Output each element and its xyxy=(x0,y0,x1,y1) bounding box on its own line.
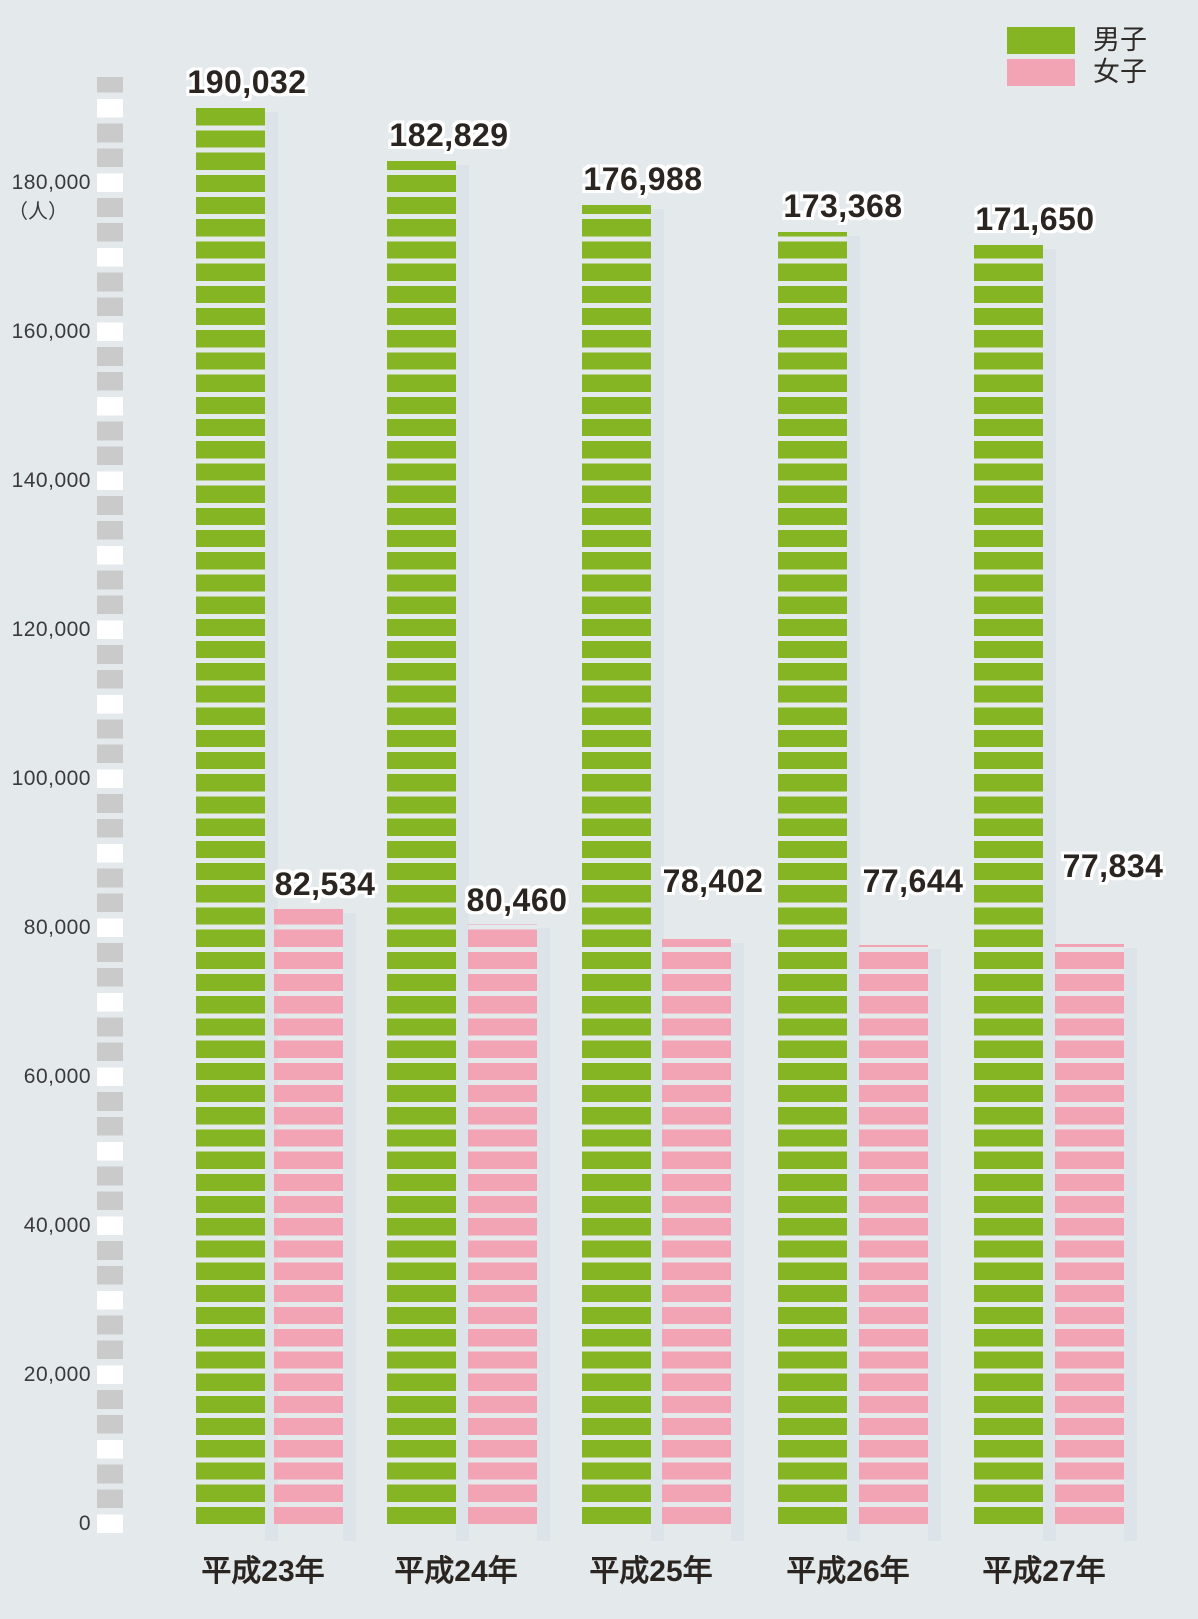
y-axis-column xyxy=(97,77,123,1533)
x-label-2: 平成25年 xyxy=(589,1555,713,1588)
y-tick-60000: 60,000 xyxy=(23,1064,91,1088)
x-label-0: 平成23年 xyxy=(201,1555,325,1588)
value-label-female-1: 80,460 xyxy=(466,882,568,918)
legend-label-male: 男子 xyxy=(1093,25,1147,55)
value-label-male-2: 176,988 xyxy=(583,160,703,197)
bar-male-0 xyxy=(196,107,265,1524)
value-label-male-4: 171,650 xyxy=(975,200,1095,237)
y-tick-80000: 80,000 xyxy=(23,915,91,939)
bar-shadow-male-2 xyxy=(651,208,664,1542)
bar-shadow-female-3 xyxy=(928,949,941,1542)
value-label-female-0: 82,534 xyxy=(274,866,376,902)
bar-shadow-female-2 xyxy=(731,943,744,1542)
y-tick-20000: 20,000 xyxy=(23,1362,91,1386)
bar-shadow-female-1 xyxy=(537,928,550,1542)
value-label-female-3: 77,644 xyxy=(862,863,964,899)
x-label-4: 平成27年 xyxy=(982,1555,1106,1588)
x-label-1: 平成24年 xyxy=(394,1555,518,1588)
legend-label-female: 女子 xyxy=(1093,57,1147,87)
value-label-male-3: 173,368 xyxy=(783,187,903,224)
bar-male-4 xyxy=(974,244,1043,1524)
bar-male-1 xyxy=(387,161,456,1524)
value-label-female-2: 78,402 xyxy=(662,863,764,899)
y-tick-140000: 140,000 xyxy=(11,468,91,492)
y-tick-100000: 100,000 xyxy=(11,766,91,790)
bar-shadow-female-4 xyxy=(1124,947,1137,1542)
legend-swatch-female xyxy=(1007,58,1075,86)
bar-female-0 xyxy=(274,908,343,1524)
y-tick-120000: 120,000 xyxy=(11,617,91,641)
bar-male-3 xyxy=(778,231,847,1524)
legend-item-female: 女子 xyxy=(1007,58,1147,86)
value-label-female-4: 77,834 xyxy=(1062,848,1164,884)
legend-swatch-male xyxy=(1007,26,1075,54)
y-tick-40000: 40,000 xyxy=(23,1213,91,1237)
x-label-3: 平成26年 xyxy=(786,1555,910,1588)
y-tick-160000: 160,000 xyxy=(11,319,91,343)
bar-shadow-male-1 xyxy=(456,165,469,1542)
bar-female-3 xyxy=(859,945,928,1524)
bar-shadow-female-0 xyxy=(343,912,356,1542)
value-label-male-1: 182,829 xyxy=(389,117,509,154)
legend-item-male: 男子 xyxy=(1007,26,1147,54)
bar-male-2 xyxy=(582,204,651,1524)
value-label-male-0: 190,032 xyxy=(187,63,307,100)
bar-shadow-male-3 xyxy=(847,235,860,1542)
y-tick-0: 0 xyxy=(78,1511,91,1535)
bar-female-4 xyxy=(1055,943,1124,1524)
bar-female-2 xyxy=(662,939,731,1524)
y-axis-unit: （人） xyxy=(8,201,68,223)
bar-shadow-male-4 xyxy=(1043,248,1056,1542)
y-tick-180000: 180,000 xyxy=(11,170,91,194)
bar-female-1 xyxy=(468,924,537,1524)
